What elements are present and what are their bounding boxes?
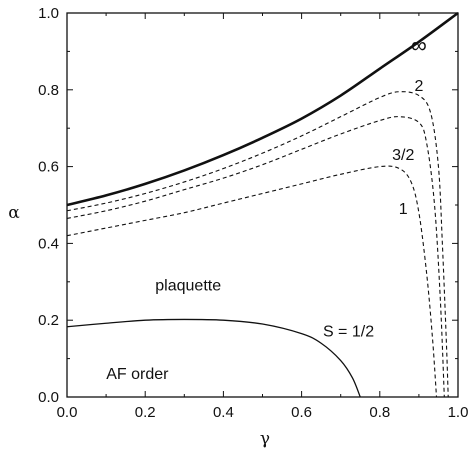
annotation-label: ∞: [411, 33, 427, 58]
series-curve-s2: [66, 91, 449, 398]
annotation-label: 3/2: [392, 147, 414, 164]
y-tick-label: 0.2: [38, 312, 59, 329]
annotation-label: 2: [414, 78, 423, 95]
x-tick-label: 0.4: [213, 404, 234, 421]
x-tick-label: 0.0: [57, 404, 78, 421]
series-curve-s-half: [66, 318, 361, 398]
axis-ticks: 0.00.0 0.2 0.2 0.4 0.4 0.6 0.6 0.8 0.8 1.0 1.0: [38, 5, 468, 421]
series-curve-infinity: [66, 11, 459, 207]
y-tick-label: 0.0: [38, 389, 59, 406]
series-curve-s1: [66, 165, 438, 398]
x-tick-label: 0.2: [135, 404, 156, 421]
x-tick-label: 0.8: [369, 404, 390, 421]
y-tick-label: 1.0: [38, 5, 59, 22]
annotation-label: plaquette: [155, 278, 221, 295]
series-curve-s3-2: [66, 116, 445, 398]
annotation-label: AF order: [106, 366, 169, 383]
y-tick-label: 0.4: [38, 235, 59, 252]
x-tick-label: 1.0: [448, 404, 469, 421]
y-axis-title: α: [8, 203, 20, 223]
annotation-label: 1: [399, 201, 408, 218]
x-axis-title: γ: [260, 429, 270, 449]
annotation-label: S = 1/2: [323, 324, 374, 341]
annotation-layer: ∞ 2 3/2 1 plaquette S = 1/2 AF order: [106, 33, 426, 383]
series-layer: [66, 11, 459, 398]
y-tick-label: 0.8: [38, 82, 59, 99]
y-tick-label: 0.6: [38, 159, 59, 176]
x-tick-label: 0.6: [291, 404, 312, 421]
